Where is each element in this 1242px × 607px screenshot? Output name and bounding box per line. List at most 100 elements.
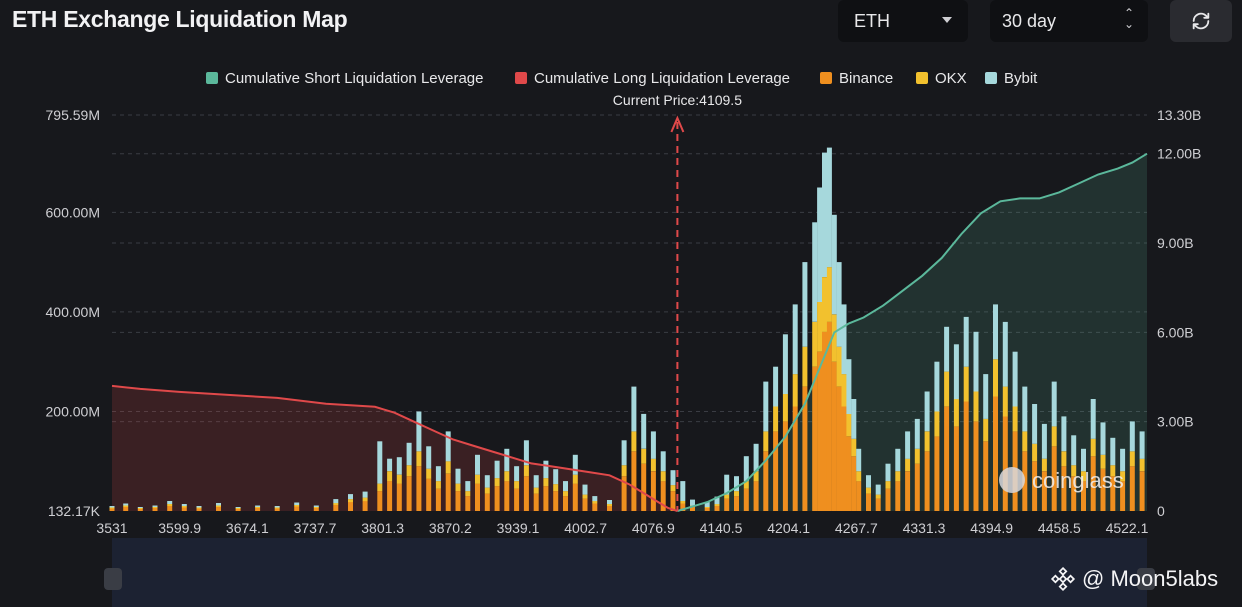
bar-okx xyxy=(475,474,480,484)
bar-bybit xyxy=(1139,431,1145,459)
range-select[interactable]: 30 day ⌃ ⌄ xyxy=(990,0,1148,42)
bar-binance xyxy=(514,488,520,511)
bar-okx xyxy=(396,474,402,484)
bar-bybit xyxy=(1090,399,1096,439)
binance-logo-icon xyxy=(1050,566,1076,592)
bar-bybit xyxy=(924,391,930,432)
bar-binance xyxy=(484,493,490,511)
bar-binance xyxy=(235,509,241,511)
symbol-select-value: ETH xyxy=(854,10,890,31)
bar-binance xyxy=(274,508,280,511)
bar-okx xyxy=(914,448,920,464)
bar-binance xyxy=(641,463,647,511)
bar-okx xyxy=(435,481,441,489)
bar-binance xyxy=(504,481,510,511)
bar-binance xyxy=(348,502,353,511)
coinglass-brand-text: coinglass xyxy=(1032,468,1124,493)
bar-bybit xyxy=(1081,448,1086,472)
bar-okx xyxy=(817,301,823,352)
bar-okx xyxy=(152,507,158,508)
bar-bybit xyxy=(592,496,598,502)
legend-swatch xyxy=(985,72,997,84)
bar-binance xyxy=(763,451,769,511)
bar-binance xyxy=(817,351,823,511)
x-tick-label: 4002.7 xyxy=(564,520,607,536)
bar-bybit xyxy=(294,502,300,505)
bar-bybit xyxy=(841,304,847,375)
bar-bybit xyxy=(621,440,627,466)
bar-binance xyxy=(963,401,969,511)
bar-binance xyxy=(1129,466,1135,511)
x-tick-label: 4140.5 xyxy=(700,520,743,536)
bar-okx xyxy=(856,471,862,482)
bar-binance xyxy=(426,478,432,511)
bar-okx xyxy=(465,491,471,497)
bar-okx xyxy=(1110,465,1116,477)
bar-okx xyxy=(851,438,857,457)
bar-binance xyxy=(690,507,695,511)
bar-binance xyxy=(465,496,471,511)
bar-bybit xyxy=(1100,422,1106,455)
x-tick-label: 4204.1 xyxy=(767,520,810,536)
range-handle-right[interactable] xyxy=(1137,568,1155,590)
bar-okx xyxy=(1139,458,1145,472)
y-right-tick-label: 3.00B xyxy=(1157,414,1194,430)
bar-bybit xyxy=(1032,404,1038,444)
bar-binance xyxy=(167,506,173,511)
bar-okx xyxy=(743,481,749,489)
symbol-select[interactable]: ETH xyxy=(838,0,968,42)
bar-binance xyxy=(924,451,930,511)
bar-bybit xyxy=(313,505,319,507)
bar-binance xyxy=(387,481,393,511)
bar-okx xyxy=(455,483,461,492)
bar-binance xyxy=(822,331,827,511)
range-handle-left[interactable] xyxy=(104,568,122,590)
bar-bybit xyxy=(533,475,539,488)
current-price-label: Current Price:4109.5 xyxy=(613,92,742,108)
bar-binance xyxy=(973,421,979,511)
bar-bybit xyxy=(1002,321,1008,387)
bar-binance xyxy=(123,507,129,511)
bar-binance xyxy=(802,386,808,511)
bar-okx xyxy=(445,461,451,474)
bar-okx xyxy=(426,468,432,479)
bar-binance xyxy=(572,483,578,511)
bar-binance xyxy=(255,508,261,511)
bar-okx xyxy=(1012,406,1018,432)
range-navigator[interactable] xyxy=(112,538,1147,607)
bar-okx xyxy=(1071,465,1077,477)
bar-bybit xyxy=(475,454,480,475)
bar-bybit xyxy=(944,326,950,372)
bar-okx xyxy=(123,505,129,507)
y-left-tick-label: 132.17K xyxy=(48,503,101,519)
bar-bybit xyxy=(167,501,173,504)
bar-binance xyxy=(152,508,158,511)
bar-okx xyxy=(826,267,832,322)
bar-bybit xyxy=(983,374,989,419)
bar-okx xyxy=(714,504,720,506)
bar-binance xyxy=(831,361,837,511)
bar-bybit xyxy=(836,262,842,347)
refresh-button[interactable] xyxy=(1170,0,1232,42)
x-tick-label: 3674.1 xyxy=(226,520,269,536)
bar-okx xyxy=(1120,471,1126,482)
bar-okx xyxy=(660,471,666,482)
bar-okx xyxy=(533,487,539,494)
bar-bybit xyxy=(235,507,241,508)
x-tick-label: 3737.7 xyxy=(294,520,337,536)
bar-binance xyxy=(445,473,451,511)
bar-okx xyxy=(313,507,319,508)
bar-binance xyxy=(494,486,500,511)
short-cum-line xyxy=(677,152,1148,512)
bar-bybit xyxy=(1120,448,1126,472)
legend-swatch xyxy=(515,72,527,84)
bar-okx xyxy=(255,507,261,508)
bar-bybit xyxy=(792,304,798,375)
y-right-tick-label: 0 xyxy=(1157,503,1165,519)
bar-bybit xyxy=(641,413,647,449)
bar-okx xyxy=(494,478,500,487)
chevron-down-icon xyxy=(942,17,952,23)
bar-okx xyxy=(895,471,901,482)
bar-okx xyxy=(1032,443,1038,462)
